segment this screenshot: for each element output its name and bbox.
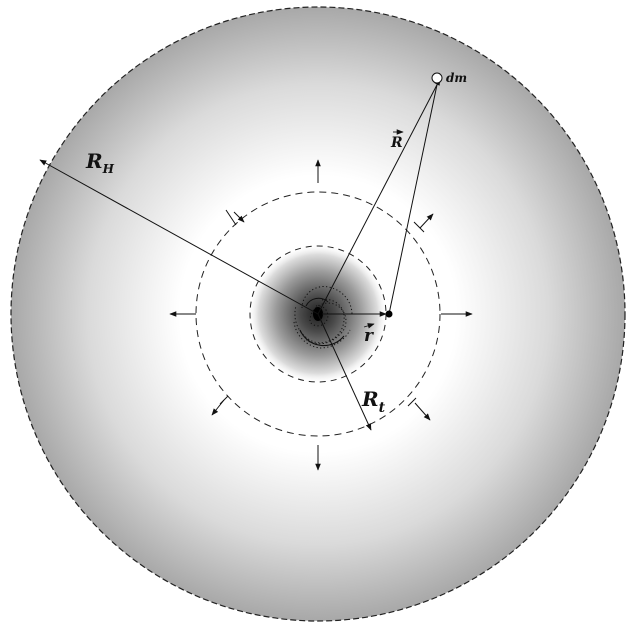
expansion-arrows	[169, 159, 473, 471]
tidal-radius-arrow	[317, 313, 372, 431]
svg-text:r: r	[364, 326, 374, 346]
spiral-arm-solid	[299, 329, 345, 347]
satellite-point	[385, 310, 393, 318]
vector-R-arrow	[317, 78, 441, 315]
label-halo-radius: RH	[85, 149, 115, 176]
satellite-to-dm-line	[388, 79, 439, 315]
halo-radius-arrow	[39, 159, 319, 315]
svg-text:R: R	[390, 135, 403, 151]
label-vector-r: r	[363, 323, 375, 346]
label-vector-R: R	[390, 129, 404, 151]
spiral-arm-inner	[305, 297, 329, 307]
tidal-boundary-circle	[195, 191, 441, 437]
label-tidal-radius: Rt	[361, 387, 386, 416]
mass-element-dm	[431, 72, 443, 84]
label-mass-element: dm	[446, 71, 467, 85]
tick-upper-right	[413, 221, 425, 233]
tick-lower-right	[407, 397, 417, 407]
